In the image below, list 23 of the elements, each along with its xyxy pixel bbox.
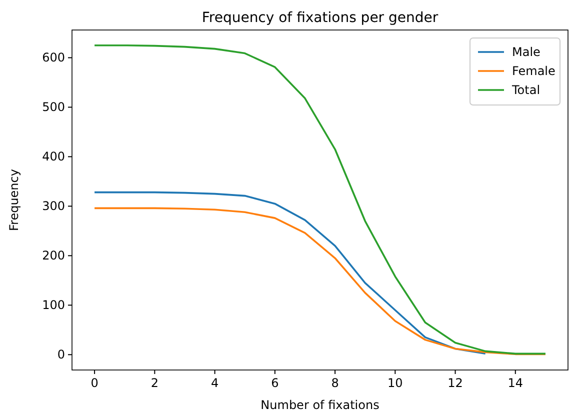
y-tick-label: 0 bbox=[57, 348, 65, 362]
y-tick-label: 400 bbox=[42, 150, 65, 164]
y-tick-label: 100 bbox=[42, 298, 65, 312]
y-tick-label: 600 bbox=[42, 50, 65, 65]
x-tick-label: 0 bbox=[90, 376, 98, 390]
legend-label: Female bbox=[512, 64, 556, 78]
x-tick-label: 6 bbox=[271, 376, 279, 390]
x-tick-label: 10 bbox=[388, 376, 403, 390]
y-tick-label: 500 bbox=[42, 100, 65, 114]
x-axis-title: Number of fixations bbox=[260, 398, 380, 412]
x-tick-label: 2 bbox=[150, 376, 158, 390]
y-tick-label: 300 bbox=[42, 199, 65, 214]
legend-label: Male bbox=[512, 45, 540, 59]
y-tick-label: 200 bbox=[42, 248, 65, 263]
y-axis-title: Frequency bbox=[7, 169, 21, 231]
x-tick-label: 12 bbox=[448, 376, 463, 390]
line-series bbox=[94, 207, 546, 356]
line-series bbox=[94, 191, 486, 355]
x-tick-label: 4 bbox=[210, 376, 219, 390]
chart-title: Frequency of fixations per gender bbox=[202, 10, 438, 26]
legend-label: Total bbox=[511, 83, 540, 97]
x-tick-label: 8 bbox=[331, 376, 339, 390]
x-tick-label: 14 bbox=[508, 376, 524, 390]
